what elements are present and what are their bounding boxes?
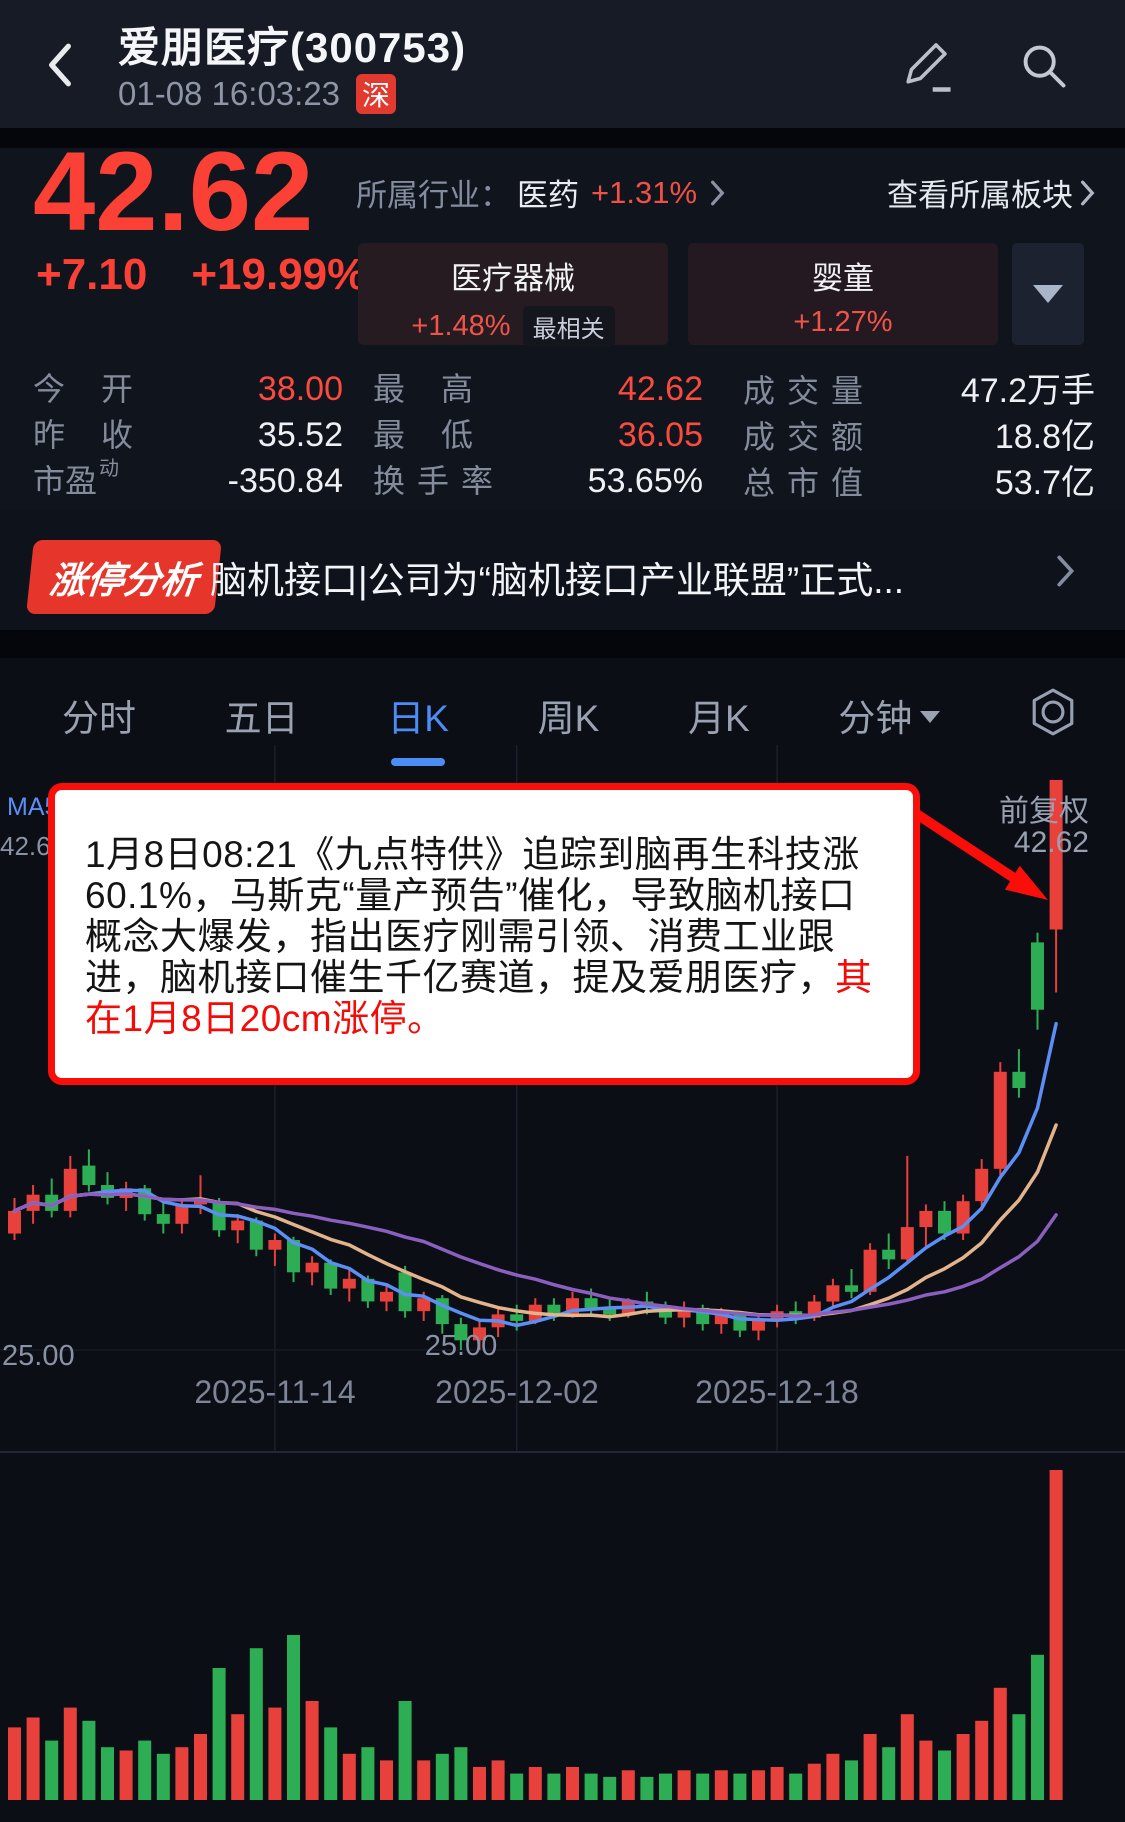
candlestick-chart[interactable] — [0, 743, 1125, 1822]
chevron-down-icon — [1033, 285, 1063, 303]
banner-text: 脑机接口|公司为“脑机接口产业联盟”正式... — [210, 560, 905, 601]
view-sector-label: 查看所属板块 — [887, 178, 1073, 213]
pe-dynamic-sup: 动 — [99, 458, 120, 480]
tab-daily-k[interactable]: 日K — [387, 688, 449, 742]
stat-label: 最低 — [373, 417, 473, 453]
stat-label: 成交量 — [743, 372, 863, 409]
stat-label: 总市值 — [743, 464, 863, 501]
price-change: +7.10 — [36, 250, 148, 299]
page-title: 爱朋医疗(300753) — [118, 24, 467, 71]
expand-dropdown-button[interactable] — [1012, 243, 1084, 345]
stat-value-volume: 47.2万手 — [960, 371, 1095, 410]
industry-label: 所属行业： — [356, 178, 511, 213]
x-axis-date-label: 2025-11-14 — [194, 1374, 356, 1410]
tab-monthly-k[interactable]: 月K — [688, 698, 750, 739]
tab-minutes-dropdown[interactable]: 分钟 — [838, 688, 941, 742]
stats-row: 市盈动 -350.84 换手率 53.65% 总市值 53.7亿 — [33, 456, 1095, 502]
gear-icon — [1032, 688, 1074, 736]
sector-card-baby[interactable]: 婴童 +1.27% — [688, 243, 998, 345]
stats-grid: 今开 38.00 最高 42.62 成交量 47.2万手 昨收 35.52 最低 36.0… — [33, 364, 1095, 502]
pencil-icon — [906, 43, 951, 92]
stat-label: 今开 — [33, 371, 133, 407]
quote-timestamp: 01-08 16:03:23 — [118, 75, 341, 112]
stat-value-turnover-amt: 18.8亿 — [994, 417, 1095, 456]
stats-row: 昨收 35.52 最低 36.05 成交额 18.8亿 — [33, 410, 1095, 456]
x-axis-date-label: 2025-12-18 — [695, 1374, 859, 1410]
sector-pct: +1.48% — [411, 310, 511, 342]
tab-five-day[interactable]: 五日 — [224, 698, 299, 739]
chevron-right-icon — [1081, 180, 1095, 205]
stat-label: 最高 — [373, 371, 473, 407]
chevron-right-icon — [711, 180, 725, 205]
quote-timestamp-row: 01-08 16:03:23 深 — [118, 74, 397, 114]
x-axis-date-label: 2025-12-02 — [435, 1374, 599, 1410]
annotation-note: 1月8日08:21《九点特供》追踪到脑再生科技涨60.1%，马斯克“量产预告”催… — [48, 783, 920, 1085]
header-bar: 爱朋医疗(300753) 01-08 16:03:23 深 — [0, 0, 1125, 128]
stats-row: 今开 38.00 最高 42.62 成交量 47.2万手 — [33, 364, 1095, 410]
y-axis-max-label-right: 42.62 — [1013, 826, 1089, 859]
industry-name: 医药 — [517, 178, 579, 213]
chart-settings-button[interactable] — [1029, 688, 1077, 741]
stat-value-pe: -350.84 — [227, 462, 343, 500]
y-axis-min-label: 25.00 — [2, 1340, 75, 1372]
industry-link[interactable]: 所属行业： 医药 +1.31% — [356, 170, 727, 215]
stat-label: 换手率 — [373, 463, 493, 499]
view-sector-link[interactable]: 查看所属板块 — [887, 170, 1097, 215]
edit-button[interactable] — [898, 36, 954, 99]
stat-value-prev-close: 35.52 — [257, 416, 343, 454]
quote-panel: 42.62 +7.10 +19.99% 所属行业： 医药 +1.31% 查看所属… — [0, 136, 1125, 510]
industry-pct: +1.31% — [591, 174, 698, 210]
price-change-pct: +19.99% — [191, 250, 367, 299]
search-button[interactable] — [1018, 40, 1070, 97]
stat-value-low: 36.05 — [617, 416, 703, 454]
back-button[interactable] — [44, 40, 76, 95]
tab-weekly-k[interactable]: 周K — [537, 698, 600, 739]
stat-label: 昨收 — [33, 417, 133, 453]
sector-card-medical-devices[interactable]: 医疗器械 +1.48% 最相关 — [358, 243, 668, 347]
most-related-badge: 最相关 — [522, 306, 615, 347]
tab-minute-line[interactable]: 分时 — [62, 698, 136, 739]
back-chevron-icon — [49, 43, 71, 87]
stat-value-market-cap: 53.7亿 — [994, 463, 1095, 502]
annotation-text-red: 其在1月8日20cm涨停。 — [85, 957, 873, 1039]
stat-label-pe: 市盈动 — [33, 456, 133, 502]
stat-value-turnover-rate: 53.65% — [587, 462, 703, 500]
annotation-text: 1月8日08:21《九点特供》追踪到脑再生科技涨60.1%，马斯克“量产预告”催… — [85, 834, 860, 998]
sector-pct: +1.27% — [793, 306, 893, 338]
limit-up-badge: 涨停分析 — [26, 540, 222, 614]
sector-name: 婴童 — [812, 261, 874, 296]
period-tabs: 分时 五日 日K 周K 月K 分钟 — [0, 658, 1125, 776]
price-adjust-label: 前复权 — [999, 795, 1089, 828]
sector-name: 医疗器械 — [451, 261, 575, 296]
divider-strip — [0, 630, 1125, 658]
search-icon — [1023, 45, 1066, 88]
exchange-badge: 深 — [356, 74, 397, 114]
stat-label: 成交额 — [743, 418, 863, 455]
current-price: 42.62 — [33, 129, 314, 254]
limit-up-analysis-banner[interactable]: 涨停分析 脑机接口|公司为“脑机接口产业联盟”正式... — [0, 510, 1125, 630]
price-change-row: +7.10 +19.99% — [36, 250, 366, 300]
stat-value-high: 42.62 — [617, 370, 703, 408]
stat-value-open: 38.00 — [257, 370, 343, 408]
chevron-down-icon — [920, 711, 941, 723]
divider-strip — [0, 128, 1125, 148]
chevron-right-icon — [1057, 555, 1075, 587]
trough-price-label: 25.00 — [424, 1330, 498, 1362]
